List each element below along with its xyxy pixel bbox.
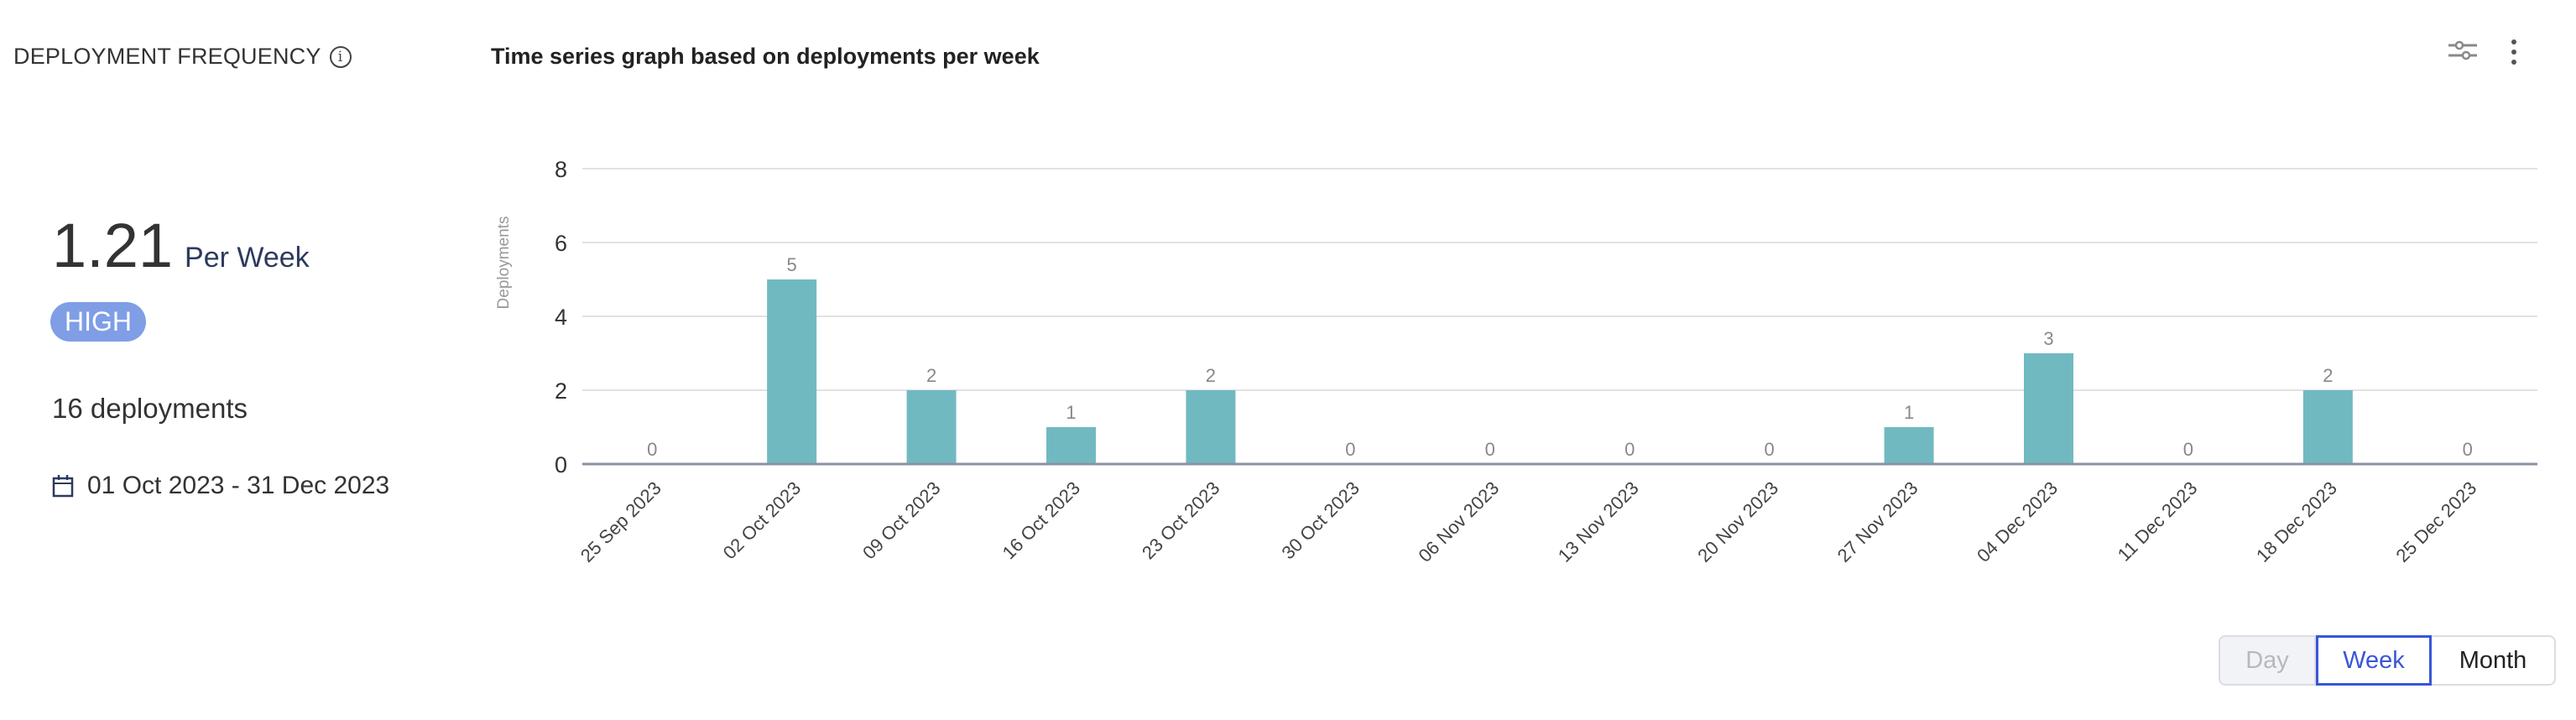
toggle-week-button[interactable]: Week bbox=[2316, 635, 2432, 686]
x-tick-label: 06 Nov 2023 bbox=[1414, 477, 1503, 566]
bar bbox=[1884, 427, 1934, 464]
x-tick-label: 25 Dec 2023 bbox=[2391, 477, 2480, 566]
metric-value: 1.21 bbox=[52, 211, 174, 280]
sliders-icon[interactable] bbox=[2448, 40, 2477, 60]
bar-chart: 0 2 4 6 8 Deployments 0 25 Sep 2023 5 02 Oct 2023… bbox=[495, 157, 2537, 566]
bar bbox=[1046, 427, 1096, 464]
calendar-icon bbox=[52, 475, 74, 498]
metric-unit: Per Week bbox=[185, 242, 310, 274]
data-label: 0 bbox=[1345, 439, 1355, 460]
x-tick-label: 11 Dec 2023 bbox=[2114, 477, 2202, 566]
data-label: 0 bbox=[2463, 439, 2473, 460]
info-circle-icon[interactable]: i bbox=[329, 45, 352, 68]
data-label: 3 bbox=[2043, 328, 2053, 349]
x-tick-label: 16 Oct 2023 bbox=[999, 477, 1084, 563]
y-tick-label: 4 bbox=[555, 305, 567, 330]
data-label: 2 bbox=[926, 365, 936, 386]
status-badge: HIGH bbox=[50, 302, 146, 342]
x-tick-label: 23 Oct 2023 bbox=[1138, 477, 1223, 563]
data-label: 5 bbox=[787, 254, 797, 275]
data-label: 2 bbox=[2323, 365, 2333, 386]
y-tick-label: 8 bbox=[555, 157, 567, 182]
chart-title: Time series graph based on deployments p… bbox=[491, 44, 1040, 69]
data-label: 0 bbox=[1765, 439, 1775, 460]
bar bbox=[2024, 353, 2073, 464]
bar bbox=[1186, 390, 1236, 464]
bar bbox=[767, 279, 817, 464]
y-tick-label: 6 bbox=[555, 231, 567, 256]
deployment-count: 16 deployments bbox=[52, 393, 248, 424]
x-tick-label: 04 Dec 2023 bbox=[1973, 477, 2062, 566]
y-tick-label: 0 bbox=[555, 452, 567, 477]
x-tick-label: 30 Oct 2023 bbox=[1277, 477, 1363, 563]
granularity-toggle: Day Week Month bbox=[2219, 635, 2556, 686]
data-label: 1 bbox=[1066, 402, 1076, 423]
x-tick-label: 27 Nov 2023 bbox=[1833, 477, 1922, 566]
data-label: 0 bbox=[1485, 439, 1495, 460]
date-range: 01 Oct 2023 - 31 Dec 2023 bbox=[52, 472, 389, 500]
y-axis-label: Deployments bbox=[495, 217, 513, 310]
metric-title: DEPLOYMENT FREQUENCY i bbox=[13, 44, 352, 70]
toggle-month-button[interactable]: Month bbox=[2432, 635, 2556, 686]
date-range-text: 01 Oct 2023 - 31 Dec 2023 bbox=[87, 472, 390, 499]
data-label: 0 bbox=[647, 439, 657, 460]
toggle-day-button[interactable]: Day bbox=[2219, 635, 2316, 686]
bar bbox=[2302, 390, 2353, 464]
x-tick-label: 18 Dec 2023 bbox=[2252, 477, 2341, 566]
x-tick-label: 20 Nov 2023 bbox=[1693, 477, 1782, 566]
data-label: 2 bbox=[1206, 365, 1216, 386]
data-label: 0 bbox=[1624, 439, 1635, 460]
x-tick-label: 02 Oct 2023 bbox=[719, 477, 805, 563]
metric-value-row: 1.21 Per Week bbox=[52, 210, 310, 281]
x-tick-label: 25 Sep 2023 bbox=[576, 477, 665, 566]
kebab-menu-icon[interactable] bbox=[2509, 37, 2519, 67]
data-label: 0 bbox=[2183, 439, 2193, 460]
bar bbox=[906, 390, 957, 464]
x-tick-label: 09 Oct 2023 bbox=[858, 477, 944, 563]
y-tick-label: 2 bbox=[555, 378, 567, 404]
x-tick-label: 13 Nov 2023 bbox=[1554, 477, 1643, 566]
metric-title-text: DEPLOYMENT FREQUENCY bbox=[13, 44, 321, 69]
data-label: 1 bbox=[1904, 402, 1914, 423]
